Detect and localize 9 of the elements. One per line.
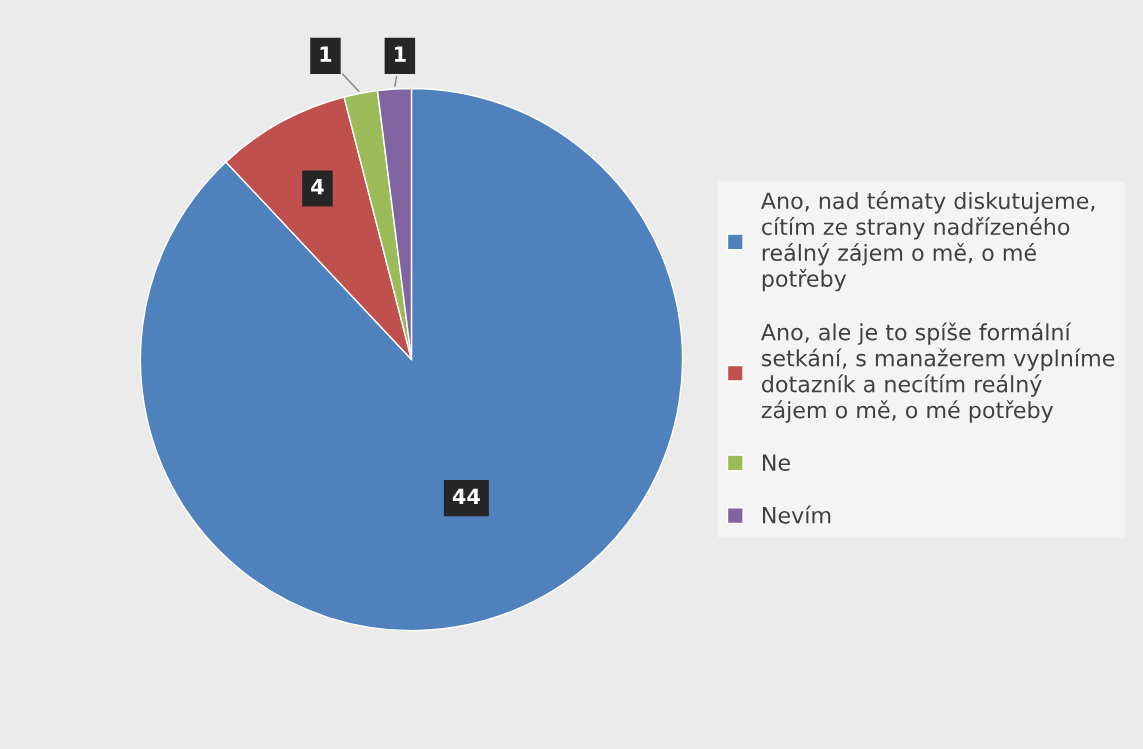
legend-label: Nevím	[763, 505, 831, 524]
legend-label: Ne	[763, 454, 790, 472]
legend-label: Ano, ale je to spíše formální setkání, s manažerem vyplníme dotazník a necítím reálný zájem o mě, o mé potřeby	[760, 322, 1115, 423]
data-label: 1	[320, 46, 332, 62]
data-label: 1	[394, 46, 406, 62]
legend-label: Ano, nad tématy diskutujeme, cítím ze strany nadřízeného reálný zájem o mě, o mé potřeby	[760, 191, 1095, 292]
data-label: 44	[452, 488, 480, 504]
pie-slice	[139, 87, 684, 632]
data-label: 4	[311, 179, 324, 195]
